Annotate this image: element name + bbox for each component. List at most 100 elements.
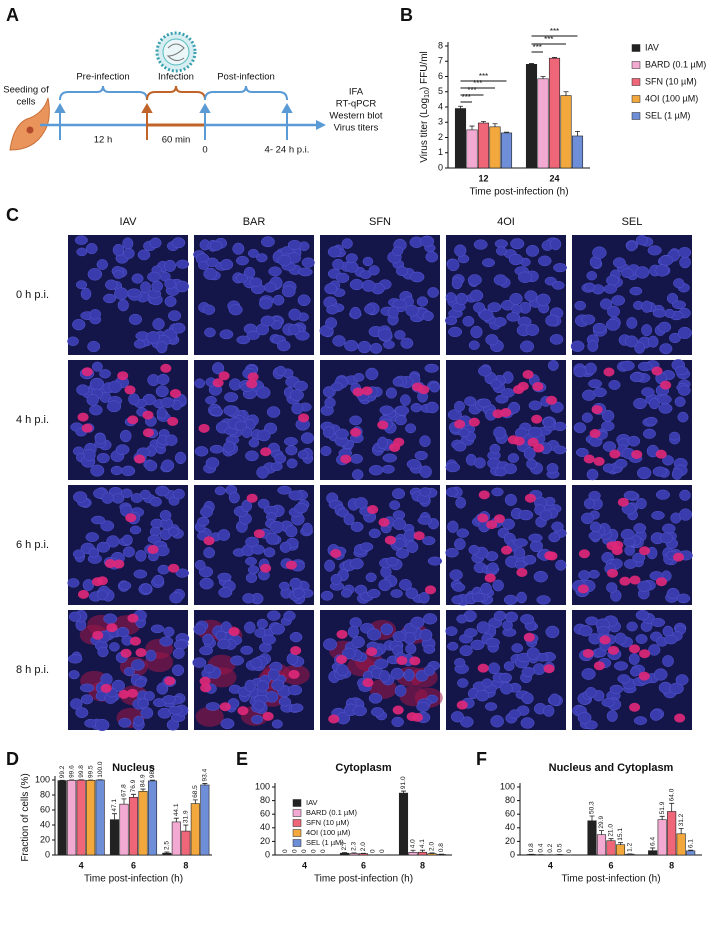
nucleus xyxy=(575,447,589,457)
nucleus xyxy=(214,486,226,496)
nucleus xyxy=(256,618,268,629)
nucleus xyxy=(578,570,591,581)
micrograph xyxy=(67,235,190,355)
nucleus xyxy=(447,409,462,421)
nucleus xyxy=(528,400,542,411)
bar xyxy=(398,792,409,856)
value-label: 29.9 xyxy=(598,816,605,829)
infected-nucleus xyxy=(393,437,405,447)
nucleus xyxy=(454,400,465,412)
nucleus xyxy=(97,646,109,658)
error-bar xyxy=(492,123,498,127)
nucleus xyxy=(476,621,490,634)
nucleus xyxy=(648,644,661,656)
bar xyxy=(676,833,686,856)
legend-label: 4OI (100 µM) xyxy=(306,828,351,837)
nucleus xyxy=(584,362,597,375)
error-bar xyxy=(563,91,569,96)
nucleus xyxy=(489,443,501,454)
nucleus xyxy=(629,372,643,383)
nucleus xyxy=(621,268,634,279)
nucleus xyxy=(370,707,385,717)
value-label: 0 xyxy=(370,849,377,853)
nucleus xyxy=(419,465,432,479)
nucleus xyxy=(425,401,439,414)
nucleus xyxy=(379,405,394,415)
significance-label: *** xyxy=(467,86,476,95)
nucleus xyxy=(350,521,364,532)
nucleus xyxy=(175,568,190,578)
nucleus xyxy=(403,632,417,645)
infected-nucleus xyxy=(523,632,535,642)
nucleus xyxy=(121,465,136,477)
infected-nucleus xyxy=(593,661,605,671)
nucleus xyxy=(651,617,666,628)
nucleus xyxy=(86,393,99,406)
infected-nucleus xyxy=(673,552,685,562)
nucleus xyxy=(525,323,540,336)
nucleus xyxy=(245,572,258,583)
nucleus xyxy=(279,581,290,591)
nucleus xyxy=(606,710,618,722)
nucleus xyxy=(144,460,158,472)
nucleus xyxy=(277,485,292,495)
nucleus xyxy=(256,466,269,479)
bar xyxy=(200,784,210,856)
nucleus xyxy=(79,683,95,693)
nucleus xyxy=(503,661,515,672)
nucleus xyxy=(658,403,673,414)
nucleus xyxy=(218,587,233,598)
nucleus xyxy=(470,639,485,651)
nucleus xyxy=(394,330,406,340)
nucleus xyxy=(326,305,339,315)
nucleus xyxy=(168,527,180,537)
nucleus xyxy=(146,331,161,344)
nucleus xyxy=(629,286,643,296)
nucleus xyxy=(281,285,296,298)
nucleus xyxy=(641,300,653,313)
x-axis-label: Time post-infection (h) xyxy=(84,874,183,885)
nucleus xyxy=(192,657,207,668)
legend-label: SFN (10 µM) xyxy=(306,818,350,827)
nucleus xyxy=(583,498,595,510)
bar xyxy=(86,780,96,856)
nucleus xyxy=(320,590,334,601)
bar xyxy=(358,853,369,856)
nucleus xyxy=(291,402,304,415)
nucleus xyxy=(626,317,638,329)
x-axis-label: Time post-infection (h) xyxy=(469,187,568,198)
bar xyxy=(119,803,129,856)
infected-nucleus xyxy=(617,497,629,507)
value-label: 84.9 xyxy=(140,774,147,787)
nucleus xyxy=(217,529,231,541)
bar xyxy=(657,819,667,856)
nucleus xyxy=(106,400,122,413)
value-label: 6.4 xyxy=(649,837,656,846)
micrograph xyxy=(572,485,693,605)
nucleus xyxy=(445,547,459,558)
nucleus xyxy=(128,313,142,325)
nucleus xyxy=(549,334,564,345)
nucleus xyxy=(677,411,689,423)
nucleus xyxy=(379,670,390,683)
nucleus xyxy=(445,487,459,498)
nucleus xyxy=(521,666,535,677)
infected-nucleus xyxy=(200,683,212,693)
nucleus xyxy=(156,407,168,419)
nucleus xyxy=(666,587,680,600)
nucleus xyxy=(570,340,585,352)
nucleus xyxy=(140,707,154,719)
nucleus xyxy=(642,428,656,439)
nucleus xyxy=(298,267,313,277)
nucleus xyxy=(588,491,601,501)
nucleus xyxy=(155,485,170,497)
nucleus xyxy=(588,531,602,541)
nucleus xyxy=(587,340,599,352)
micrograph xyxy=(570,235,692,355)
nucleus xyxy=(548,532,561,543)
nucleus xyxy=(662,523,676,534)
nucleus xyxy=(394,684,407,697)
nucleus xyxy=(151,280,163,292)
nucleus xyxy=(635,235,648,246)
legend-label: SFN (10 µM) xyxy=(645,76,697,86)
